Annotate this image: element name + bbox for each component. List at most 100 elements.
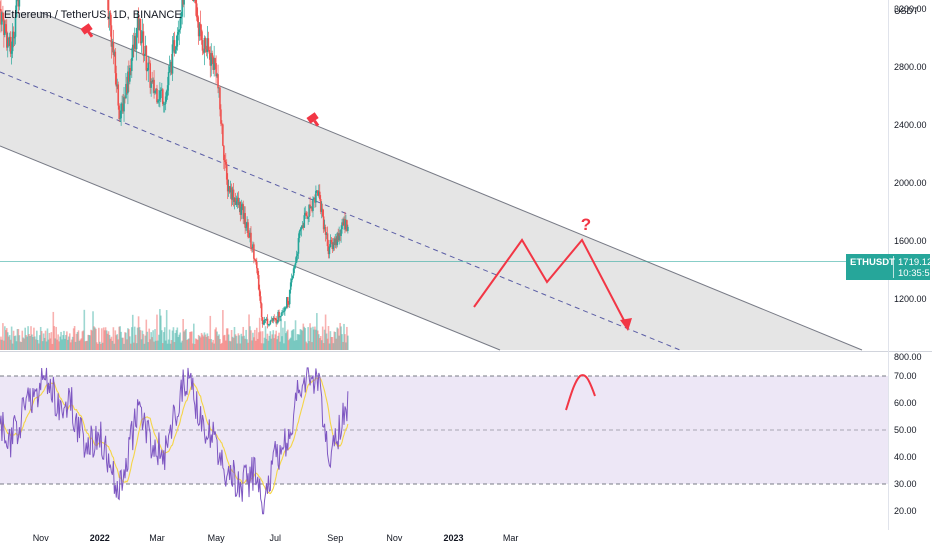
volume-bar [117,339,120,350]
volume-bar [106,333,109,350]
volume-bar [243,335,245,350]
volume-bar [100,328,103,350]
volume-bar [282,327,284,350]
volume-bar [338,335,340,350]
volume-bar [143,343,146,350]
channel-mid-line[interactable] [0,71,681,351]
candle-body [157,100,159,103]
volume-bar [115,335,118,350]
volume-bar [273,338,276,350]
volume-bar [59,336,61,350]
candle-body [291,275,294,279]
volume-bar [147,342,150,350]
volume-bar [297,334,300,350]
volume-bar [334,331,337,350]
candle-body [323,227,326,230]
volume-bar [229,341,232,350]
candle-body [268,323,271,325]
candle-body [200,29,203,41]
descending-channel[interactable] [0,12,862,350]
candle-body [275,318,277,324]
volume-bar [322,343,325,350]
candle-body [143,54,146,56]
volume-bar [1,339,3,350]
time-axis[interactable]: Nov 2022 Mar May Jul Sep Nov 2023 Mar [33,533,519,543]
volume-bar [266,333,269,350]
candle-body [0,9,2,25]
candle-body [318,191,321,200]
volume-bar [93,326,95,350]
volume-bar [44,330,47,350]
candle-body [192,0,194,1]
volume-bar [180,342,183,350]
volume-bar [215,327,217,350]
rsi-projection[interactable] [565,374,596,411]
candle-body [283,311,285,312]
volume-bar [313,329,315,350]
volume-bar [345,342,347,350]
price-tick-label: 2400.00 [894,120,927,130]
rsi-tick-label: 20.00 [894,506,917,516]
volume-bar [292,329,295,350]
candle-body [137,15,140,31]
volume-bar [166,343,169,350]
volume-bar [126,339,128,350]
volume-bar [274,334,276,350]
candle-body [212,57,214,70]
rsi-ma-line [0,376,349,495]
rsi-axis[interactable]: 70.00 60.00 50.00 40.00 30.00 20.00 [894,371,917,516]
candle-body [195,3,198,18]
volume-bar [253,337,255,350]
volume-bar [62,335,64,350]
volume-bar [99,343,102,350]
candle-body [265,318,268,320]
candle-body [330,239,333,243]
candle-body [340,229,342,236]
volume-bar [247,342,249,350]
candle-body [124,97,126,99]
volume-bar [328,343,331,350]
candle-body [114,51,117,74]
candle-body [278,311,280,318]
volume-bar [200,332,203,350]
candle-body [138,18,141,31]
candle-body [179,18,182,30]
rsi-tick-label: 30.00 [894,479,917,489]
volume-bar [78,340,81,350]
candle-body [108,12,111,20]
volume-bar [264,326,267,350]
volume-bar [228,340,231,350]
volume-bar [36,339,39,350]
volume-bar [276,339,278,350]
candle-body [6,37,9,48]
price-axis[interactable]: 4800.004400.004000.003600.003200.002800.… [894,0,927,362]
candle-body [182,0,184,5]
candle-body [127,71,129,94]
volume-bar [319,336,322,350]
candle-body [14,17,17,37]
price-tick-label: 2000.00 [894,178,927,188]
volume-bar [102,327,105,350]
candle-body [171,44,174,74]
candle-body [194,0,197,4]
volume-bar [188,338,190,350]
volume-bar [181,340,183,350]
volume-bar [48,332,51,350]
volume-bar [7,336,10,350]
projection-path[interactable] [473,238,629,329]
channel-upper-line[interactable] [39,11,863,351]
volume-bar [168,329,171,350]
channel-lower-line[interactable] [0,145,501,351]
candle-body [123,97,125,112]
candle-body [260,303,263,318]
candle-body [272,317,275,321]
volume-bar [68,333,71,350]
candle-body [226,179,229,192]
price-tag-countdown: 10:35:51 [898,268,932,279]
volume-bar [5,330,7,350]
volume-bar [41,341,44,350]
volume-bar [175,330,178,350]
volume-bar [54,338,57,350]
volume-bar [240,333,243,350]
candle-body [149,63,151,88]
